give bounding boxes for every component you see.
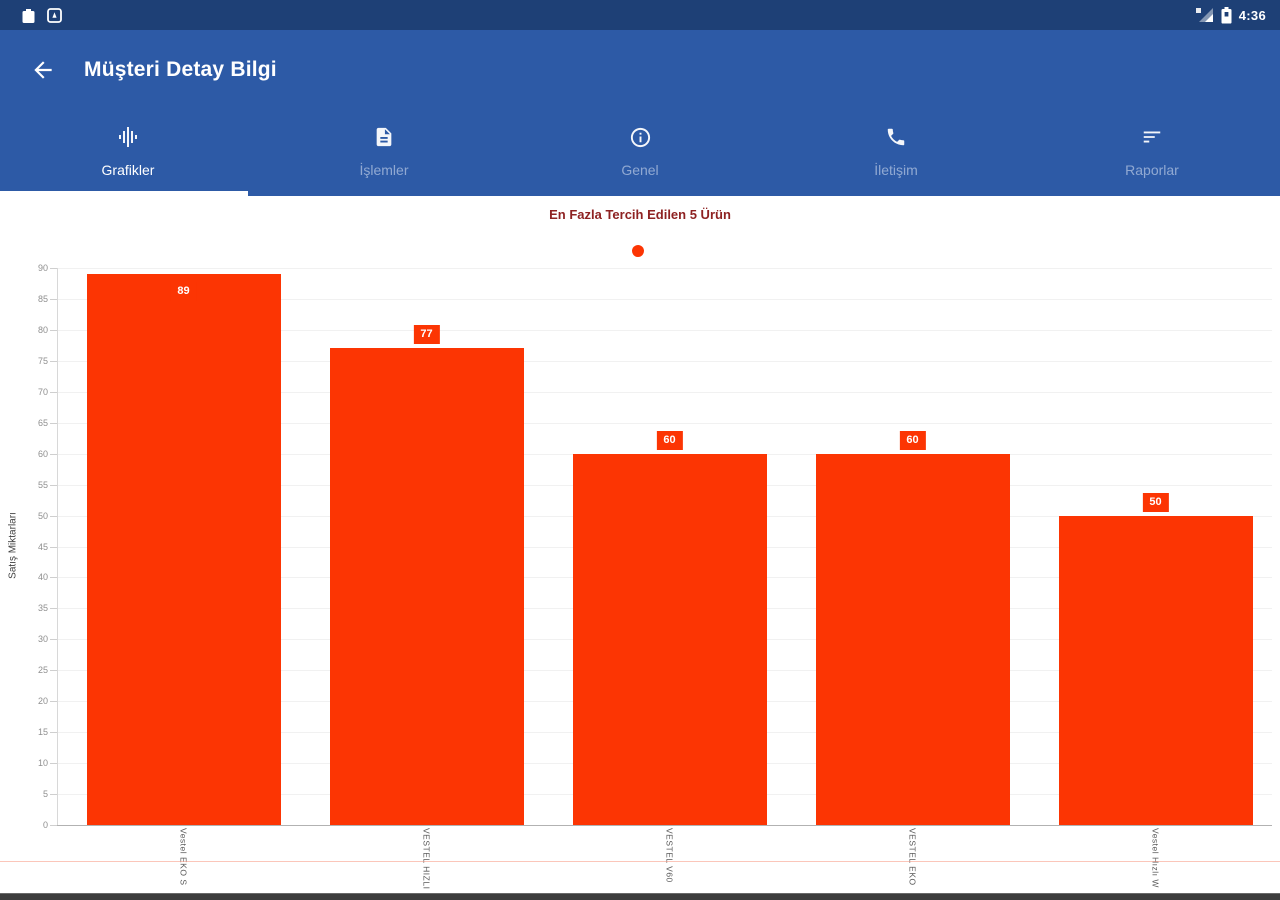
tab-label: Genel: [621, 162, 659, 178]
y-tick-label: 15: [37, 727, 48, 738]
info-icon: [629, 124, 652, 150]
arrow-back-icon: [30, 61, 56, 86]
tab-label: Grafikler: [101, 162, 155, 178]
bar-value-label: 77: [413, 325, 440, 345]
app-bar: Müşteri Detay Bilgi: [0, 30, 1280, 110]
y-tick-mark: [50, 670, 57, 672]
bar-value-label: 50: [1142, 492, 1169, 512]
y-tick-label: 50: [37, 510, 48, 521]
y-tick-label: 20: [37, 696, 48, 707]
tab-label: Raporlar: [1125, 162, 1179, 178]
back-button[interactable]: [30, 57, 56, 83]
y-axis-line: [57, 268, 58, 825]
tab-islemler[interactable]: İşlemler: [256, 110, 512, 196]
y-tick-label: 35: [37, 603, 48, 614]
y-tick-label: 40: [37, 572, 48, 583]
y-tick-label: 65: [37, 417, 48, 428]
equalizer-icon: [116, 124, 140, 150]
gridline: [57, 268, 1272, 269]
y-tick-label: 70: [37, 386, 48, 397]
tab-raporlar[interactable]: Raporlar: [1024, 110, 1280, 196]
y-tick-mark: [50, 577, 57, 579]
bar[interactable]: [815, 453, 1010, 825]
y-axis-title: Satış Miktarları: [7, 512, 19, 579]
y-tick-label: 10: [37, 758, 48, 769]
page-title: Müşteri Detay Bilgi: [84, 58, 277, 81]
legend-marker-icon: [632, 245, 644, 257]
status-notification-icons: [0, 7, 62, 24]
sort-icon: [1141, 124, 1163, 150]
y-tick-mark: [50, 825, 57, 826]
tab-genel[interactable]: Genel: [512, 110, 768, 196]
screen-bottom-edge: [0, 893, 1280, 900]
tab-bar: Grafikler İşlemler Genel İletişim Raporl…: [0, 110, 1280, 196]
y-tick-label: 75: [37, 355, 48, 366]
y-tick-mark: [50, 484, 57, 486]
bar-value-label: 60: [899, 430, 926, 450]
bar[interactable]: [1058, 515, 1253, 825]
active-tab-indicator: [0, 191, 248, 196]
y-tick-label: 85: [37, 293, 48, 304]
y-tick-mark: [50, 794, 57, 796]
y-tick-label: 30: [37, 634, 48, 645]
y-tick-mark: [50, 608, 57, 610]
battery-icon: [1221, 6, 1232, 24]
phone-icon: [885, 124, 907, 150]
bar[interactable]: [572, 453, 767, 825]
y-tick-mark: [50, 329, 57, 331]
y-tick-label: 80: [37, 324, 48, 335]
y-tick-mark: [50, 391, 57, 393]
x-axis-label: Vestel Hızlı W: [1150, 828, 1161, 888]
x-axis-label: VESTEL EKO: [907, 828, 918, 886]
y-tick-mark: [50, 360, 57, 362]
y-tick-mark: [50, 422, 57, 424]
bar-value-label: 60: [656, 430, 683, 450]
tab-label: İletişim: [874, 162, 918, 178]
x-axis-label: Vestel EKO S: [178, 828, 189, 886]
x-axis-line: [57, 825, 1272, 826]
signal-icon: [1195, 7, 1214, 23]
y-tick-mark: [50, 701, 57, 703]
y-tick-mark: [50, 515, 57, 517]
document-icon: [373, 124, 395, 150]
y-tick-label: 0: [42, 820, 48, 830]
y-tick-mark: [50, 546, 57, 548]
tab-iletisim[interactable]: İletişim: [768, 110, 1024, 196]
y-tick-label: 45: [37, 541, 48, 552]
x-axis-label: VESTEL HIZLI: [421, 828, 432, 890]
y-tick-mark: [50, 639, 57, 641]
divider-line: [0, 861, 1280, 862]
status-system-icons: 4:36: [1195, 6, 1280, 24]
tab-label: İşlemler: [359, 162, 409, 178]
y-tick-label: 25: [37, 665, 48, 676]
bar[interactable]: [329, 348, 524, 825]
y-tick-mark: [50, 268, 57, 269]
clock: 4:36: [1238, 7, 1266, 23]
y-tick-mark: [50, 453, 57, 455]
x-axis-label: VESTEL V60: [664, 828, 675, 883]
y-tick-label: 90: [37, 263, 48, 273]
y-tick-mark: [50, 732, 57, 734]
app-notification-icon-1: [22, 7, 35, 24]
y-tick-label: 60: [37, 448, 48, 459]
tab-grafikler[interactable]: Grafikler: [0, 110, 256, 196]
bar[interactable]: [86, 274, 281, 825]
chart-title: En Fazla Tercih Edilen 5 Ürün: [549, 207, 731, 222]
app-notification-icon-2: [47, 7, 62, 23]
status-bar: 4:36: [0, 0, 1280, 30]
y-tick-label: 5: [42, 789, 48, 800]
y-tick-mark: [50, 298, 57, 300]
y-tick-label: 55: [37, 479, 48, 490]
y-tick-mark: [50, 763, 57, 765]
